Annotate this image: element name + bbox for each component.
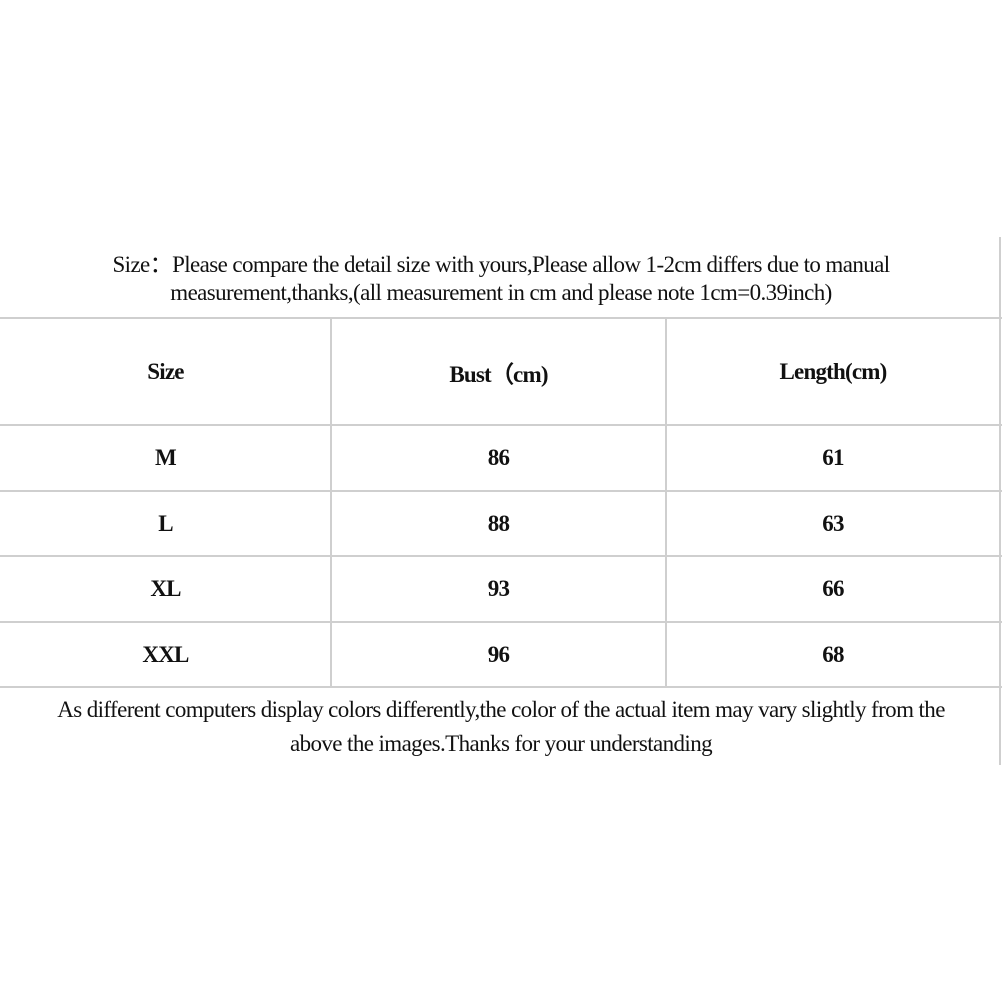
footer-line-2: above the images.Thanks for your underst…	[289, 731, 713, 756]
intro-line-2: measurement,thanks,(all measurement in c…	[170, 280, 832, 305]
table-cell: L	[158, 510, 173, 536]
table-cell: 68	[822, 641, 844, 667]
table-cell: 61	[822, 445, 844, 470]
column-header: Length(cm)	[779, 358, 888, 384]
table-cell: 96	[487, 641, 510, 667]
table-cell: 66	[822, 576, 844, 601]
table-divider	[0, 317, 1002, 319]
table-cell: XXL	[142, 641, 189, 667]
table-divider	[0, 621, 1002, 623]
table-divider	[0, 686, 1002, 688]
intro-line-1: Size：Please compare the detail size with…	[112, 252, 890, 277]
table-divider	[0, 490, 1002, 492]
table-cell: 63	[822, 510, 844, 536]
right-border	[999, 237, 1001, 765]
table-cell: 93	[487, 576, 510, 601]
column-header: Bust（cm)	[449, 361, 548, 387]
footer-line-1: As different computers display colors di…	[57, 697, 945, 722]
table-cell: XL	[150, 576, 181, 601]
table-cell: 88	[487, 510, 510, 536]
table-divider	[0, 424, 1002, 426]
column-header: Size	[147, 358, 184, 384]
table-divider	[0, 555, 1002, 557]
column-divider	[665, 317, 667, 688]
table-cell: M	[155, 445, 177, 470]
table-cell: 86	[487, 445, 510, 470]
column-divider	[330, 317, 332, 688]
